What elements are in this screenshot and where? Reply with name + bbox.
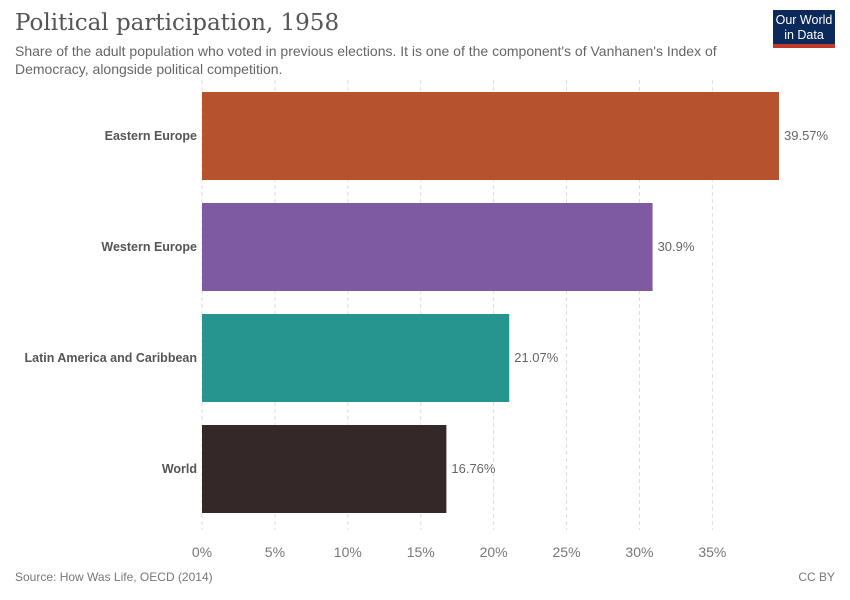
- value-label: 39.57%: [784, 128, 829, 143]
- x-tick-label: 30%: [625, 544, 653, 560]
- source-note[interactable]: Source: How Was Life, OECD (2014): [15, 570, 213, 584]
- category-label: Latin America and Caribbean: [25, 351, 198, 365]
- x-tick-label: 10%: [334, 544, 362, 560]
- value-label: 21.07%: [514, 350, 559, 365]
- category-label: World: [162, 462, 197, 476]
- license-link[interactable]: CC BY: [798, 570, 835, 584]
- x-tick-label: 20%: [480, 544, 508, 560]
- x-tick-label: 25%: [553, 544, 581, 560]
- bar: [202, 92, 779, 180]
- x-tick-label: 15%: [407, 544, 435, 560]
- bars: [202, 92, 779, 513]
- owid-logo[interactable]: Our World in Data: [773, 10, 835, 48]
- logo-line-2: in Data: [784, 28, 824, 42]
- logo-line-1: Our World: [775, 13, 833, 27]
- chart-title: Political participation, 1958: [15, 10, 340, 36]
- labels: Eastern Europe 39.57% Western Europe 30.9% L…: [25, 128, 829, 476]
- x-tick-label: 0%: [192, 544, 212, 560]
- x-axis-ticks: 0% 5% 10% 15% 20% 25% 30% 35%: [192, 544, 726, 560]
- logo-underline: [773, 44, 835, 48]
- category-label: Eastern Europe: [105, 129, 197, 143]
- x-tick-label: 5%: [265, 544, 285, 560]
- category-label: Western Europe: [101, 240, 197, 254]
- value-label: 30.9%: [658, 239, 695, 254]
- bar: [202, 425, 447, 513]
- value-label: 16.76%: [451, 461, 496, 476]
- bar: [202, 314, 510, 402]
- bar: [202, 203, 653, 291]
- chart-subtitle: Share of the adult population who voted …: [15, 43, 717, 77]
- x-tick-label: 35%: [698, 544, 726, 560]
